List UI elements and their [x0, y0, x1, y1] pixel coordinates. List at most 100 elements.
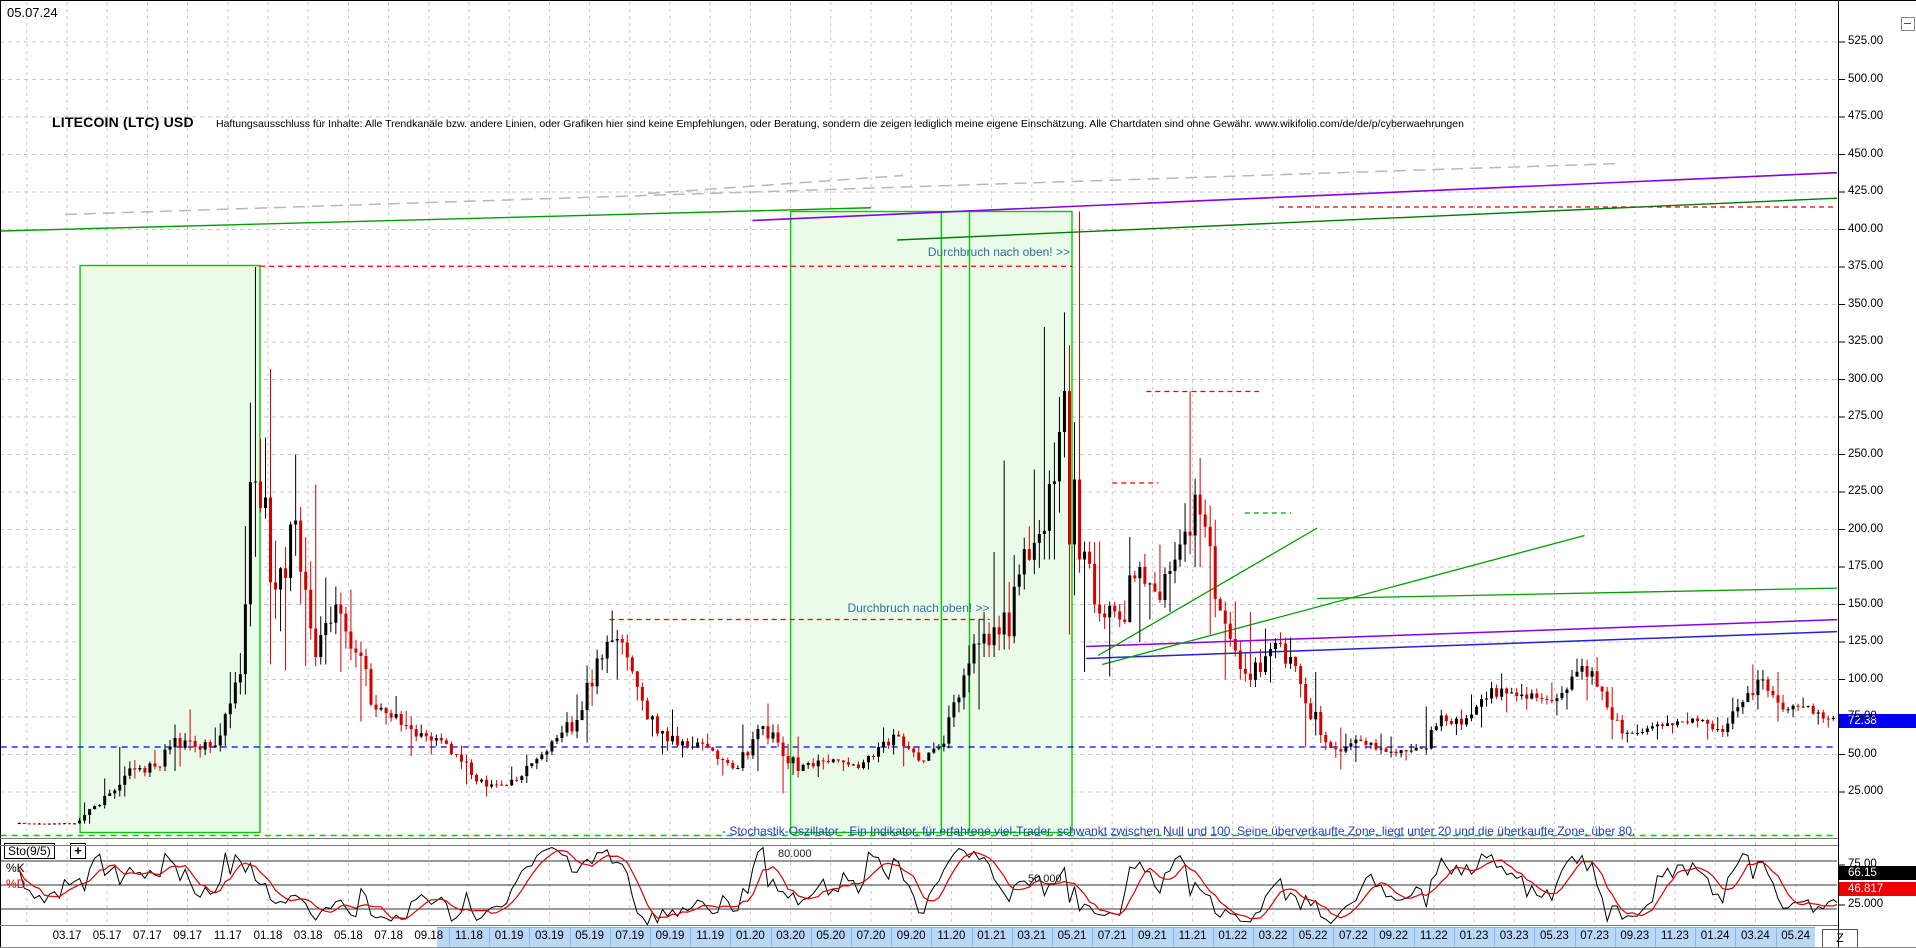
- date-axis-label: 03.18: [293, 930, 323, 942]
- date-band-separator: [1011, 928, 1013, 946]
- date-band-separator: [770, 928, 772, 946]
- date-axis-label: 09.17: [173, 930, 202, 942]
- date-axis-label: 09.20: [896, 930, 926, 942]
- date-band-separator: [609, 928, 611, 946]
- main-panel-bottom-border: [0, 838, 1838, 839]
- price-axis-label: 500.00: [1848, 72, 1884, 85]
- price-axis-label: 300.00: [1848, 372, 1884, 385]
- date-band-separator: [810, 928, 812, 946]
- date-band-separator: [649, 928, 651, 946]
- date-band-separator: [891, 928, 893, 946]
- date-axis-label: 11.23: [1661, 930, 1689, 942]
- date-axis-label: 03.21: [1017, 930, 1047, 942]
- collapse-icon[interactable]: [1901, 17, 1915, 31]
- price-axis-label: 425.00: [1848, 185, 1884, 197]
- date-axis-label: 07.19: [615, 930, 645, 942]
- stochastic-indicator-box[interactable]: Sto(9/5): [4, 843, 55, 859]
- price-axis-label: 400.00: [1848, 222, 1884, 235]
- price-axis-label: 100.00: [1848, 672, 1884, 685]
- date-axis-label: 03.22: [1258, 930, 1288, 942]
- price-axis-label: 325.00: [1848, 335, 1884, 347]
- k-line-label: %K: [6, 861, 25, 875]
- date-axis-label: 03.24: [1741, 930, 1770, 942]
- annotation-breakout-mid: Durchbruch nach oben! >>: [847, 600, 990, 615]
- price-axis-label: 525.00: [1848, 35, 1884, 47]
- date-band-separator: [1735, 928, 1737, 946]
- stochastic-axis-label: 75.00: [1848, 858, 1877, 870]
- date-band-separator: [1574, 928, 1576, 946]
- price-axis-label: 200.00: [1848, 522, 1884, 535]
- date-band-separator: [489, 928, 491, 946]
- disclaimer-text: Haftungsausschluss für Inhalte: Alle Tre…: [216, 118, 1464, 130]
- date-axis-label: 11.22: [1419, 930, 1448, 942]
- price-axis-label: 475.00: [1848, 110, 1884, 122]
- stochastic-level-50-label: 50.000: [1028, 873, 1062, 885]
- date-axis-label: 11.20: [937, 930, 966, 942]
- stochastic-level-80-label: 80.000: [778, 848, 812, 860]
- add-indicator-icon[interactable]: +: [70, 843, 86, 859]
- date-axis-label: 07.23: [1580, 930, 1609, 942]
- date-axis-label: 05.18: [334, 930, 363, 942]
- date-axis-label: 11.17: [213, 930, 242, 942]
- date-axis-label: 07.17: [133, 930, 162, 942]
- trend-lines: [0, 162, 1837, 666]
- date-axis-label: 01.22: [1218, 930, 1248, 942]
- date-axis-label: 07.22: [1339, 930, 1368, 942]
- annotation-breakout-top: Durchbruch nach oben! >>: [927, 245, 1070, 259]
- d-value-badge: 46.817: [1839, 881, 1916, 896]
- date-axis-label: 09.23: [1620, 930, 1650, 942]
- price-axis-label: 225.00: [1848, 485, 1884, 497]
- date-axis-label: 07.21: [1097, 930, 1127, 942]
- date-axis-label: 05.20: [816, 930, 846, 942]
- date-axis-label: 09.22: [1379, 930, 1408, 942]
- date-axis-label: 01.19: [494, 930, 524, 942]
- date-band-separator: [569, 928, 571, 946]
- price-axis-label: 350.00: [1848, 297, 1884, 310]
- candlesticks: [17, 211, 1837, 825]
- stochastic-axis-label: 25.000: [1848, 898, 1884, 910]
- zoom-reset-button[interactable]: Z: [1822, 929, 1858, 948]
- price-axis-label: 50.00: [1848, 747, 1877, 760]
- date-band-separator: [1333, 928, 1335, 946]
- date-band-separator: [1092, 928, 1094, 946]
- chart-date-stamp: 05.07.24: [7, 5, 58, 20]
- date-band-separator: [931, 928, 933, 946]
- price-axis-label: 275.00: [1848, 410, 1884, 422]
- date-axis-label: 05.17: [92, 930, 122, 942]
- date-band-separator: [730, 928, 732, 946]
- date-band-separator: [1172, 928, 1174, 946]
- date-axis-highlight-band: [437, 927, 1815, 948]
- price-axis-label: 175.00: [1848, 560, 1884, 572]
- date-band-separator: [1051, 928, 1053, 946]
- date-band-separator: [448, 928, 450, 946]
- date-band-separator: [690, 928, 692, 946]
- date-band-separator: [1252, 928, 1254, 946]
- stochastic-note: - Stochastik-Oszillator - Ein Indikator,…: [722, 824, 1636, 838]
- price-axis-label: 375.00: [1848, 260, 1884, 272]
- axis-ticks: [1838, 41, 1845, 906]
- current-price-badge: 72.38: [1839, 713, 1916, 728]
- price-axis-label: 150.00: [1848, 597, 1884, 610]
- date-axis-label: 11.21: [1178, 930, 1207, 942]
- k-value-badge: 66.15: [1839, 866, 1916, 881]
- window-left-border: [0, 0, 1, 948]
- price-axis-label: 25.000: [1848, 785, 1884, 797]
- price-axis-label: 250.00: [1848, 447, 1884, 460]
- date-axis-label: 05.21: [1057, 930, 1087, 942]
- date-axis-label: 09.21: [1138, 930, 1167, 942]
- date-band-separator: [1132, 928, 1134, 946]
- date-band-separator: [1534, 928, 1536, 946]
- date-band-separator: [1453, 928, 1455, 946]
- date-axis-label: 01.18: [253, 930, 283, 942]
- date-axis-label: 07.18: [374, 930, 403, 942]
- horizontal-support-resistance-lines: [0, 206, 1837, 837]
- date-band-separator: [1775, 928, 1777, 946]
- date-band-separator: [1654, 928, 1656, 946]
- date-band-separator: [1293, 928, 1295, 946]
- stochastic-oscillator-lines: [18, 846, 1837, 925]
- date-band-separator: [1212, 928, 1214, 946]
- date-band-separator: [1373, 928, 1375, 946]
- date-axis-label: 03.17: [52, 930, 82, 942]
